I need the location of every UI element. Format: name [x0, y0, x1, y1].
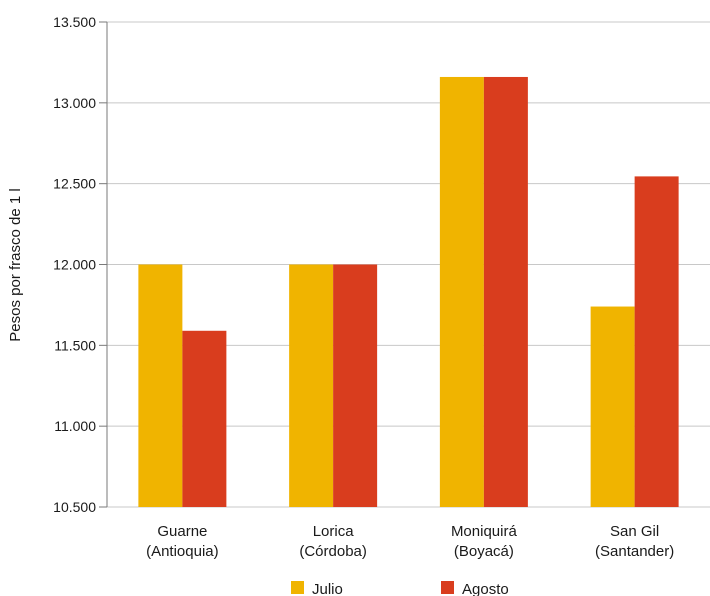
x-category-label: (Antioquia)	[146, 543, 219, 560]
bar-agosto	[634, 176, 679, 507]
x-category-label: Moniquirá	[451, 523, 518, 540]
y-tick-label: 13.500	[53, 14, 96, 30]
y-tick-label: 12.500	[53, 176, 96, 192]
legend-swatch-agosto	[441, 581, 454, 594]
bar-agosto	[182, 330, 227, 507]
bar-julio	[289, 264, 334, 507]
x-category-label: (Córdoba)	[299, 543, 367, 560]
bar-agosto	[333, 264, 378, 507]
bar-julio	[138, 264, 183, 507]
bar-julio	[439, 76, 484, 507]
legend-label: Agosto	[462, 581, 509, 596]
x-category-label: San Gil	[610, 523, 659, 540]
axes	[99, 21, 108, 508]
y-tick-label: 10.500	[53, 499, 96, 515]
y-tick-label: 11.500	[54, 337, 96, 353]
y-tick-label: 12.000	[53, 257, 96, 273]
y-tick-label: 13.000	[53, 95, 96, 111]
y-axis-title: Pesos por frasco de 1 l	[7, 188, 24, 341]
legend-label: Julio	[312, 581, 343, 596]
x-category-label: (Boyacá)	[454, 543, 514, 560]
legend-swatch-julio	[291, 581, 304, 594]
y-tick-label: 11.000	[54, 418, 96, 434]
x-category-labels: Guarne (Antioquia) Lorica (Córdoba) Moniquir…	[146, 523, 674, 560]
bar-julio	[590, 306, 635, 507]
x-category-label: Lorica	[313, 523, 355, 540]
bars	[138, 76, 679, 507]
bar-agosto	[483, 76, 528, 507]
legend: Julio Agosto	[291, 581, 509, 596]
x-category-label: (Santander)	[595, 543, 674, 560]
y-tick-labels: 10.500 11.000 11.500 12.000 12.500 13.000 13.5…	[53, 14, 96, 515]
x-category-label: Guarne	[157, 523, 207, 540]
